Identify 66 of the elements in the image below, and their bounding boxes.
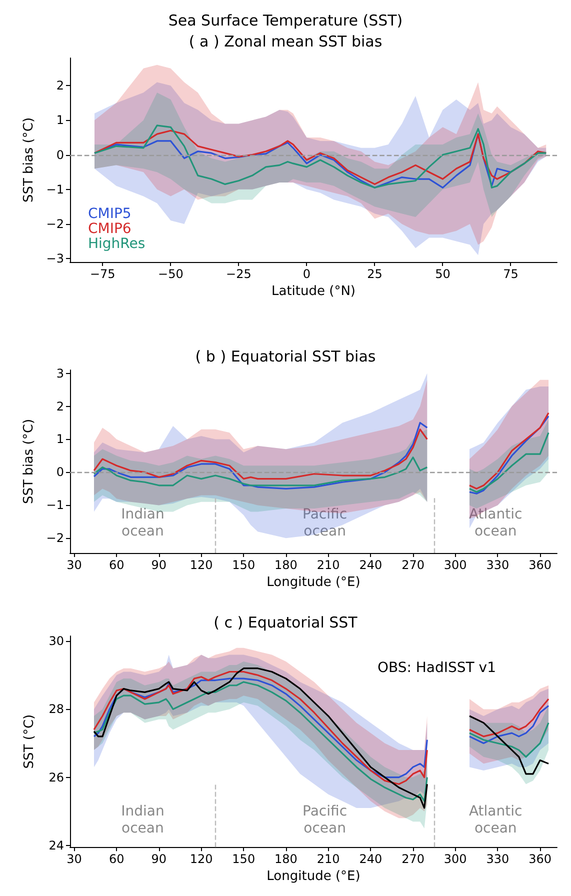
x-tick-label: 120 — [190, 558, 213, 572]
y-tick-label: 26 — [48, 770, 64, 784]
x-tick-label: 270 — [402, 852, 424, 866]
x-tick-label: −25 — [226, 267, 252, 281]
x-tick-label: 0 — [302, 267, 311, 281]
y-tick-label: −1 — [46, 182, 64, 196]
y-tick-label: 1 — [56, 113, 64, 128]
x-tick-label: 120 — [190, 852, 213, 866]
y-axis-title: SST (°C) — [22, 714, 37, 769]
x-tick-label: 180 — [274, 558, 298, 572]
x-tick-label: −75 — [90, 267, 116, 281]
x-tick-label: 210 — [316, 558, 340, 572]
x-tick-label: 60 — [108, 852, 124, 866]
text: CMIP6 — [88, 221, 132, 237]
x-tick-label: 150 — [232, 558, 256, 572]
x-tick-label: 90 — [151, 558, 167, 572]
annotation: Atlantic ocean — [468, 804, 522, 836]
text: CMIP5 — [88, 206, 132, 222]
y-tick-label: −1 — [46, 498, 64, 512]
x-tick-label: 60 — [108, 558, 124, 572]
x-tick-label: 240 — [359, 558, 382, 572]
y-tick-label: −2 — [46, 531, 64, 546]
annotation: Pacific ocean — [302, 506, 348, 540]
y-tick-label: 30 — [48, 634, 64, 648]
annotation: Pacific ocean — [302, 804, 348, 836]
x-tick-label: 300 — [444, 852, 467, 866]
x-tick-label: 270 — [402, 558, 424, 572]
x-tick-label: 360 — [528, 558, 552, 572]
y-tick-label: 2 — [56, 399, 64, 414]
y-tick-label: 0 — [56, 148, 64, 162]
y-tick-label: 28 — [48, 702, 64, 716]
x-tick-label: 300 — [444, 558, 467, 572]
y-tick-label: −3 — [46, 252, 64, 266]
x-tick-label: 210 — [316, 852, 340, 866]
text: OBS: HadISST v1 — [377, 660, 496, 676]
text: HighRes — [88, 236, 146, 252]
chart-title: ( b ) Equatorial SST bias — [195, 348, 376, 366]
x-tick-label: 75 — [503, 267, 518, 281]
y-tick-label: 24 — [48, 838, 64, 852]
x-tick-label: 330 — [486, 558, 510, 572]
y-axis-title: SST bias (°C) — [21, 117, 36, 203]
x-tick-label: 240 — [359, 852, 382, 866]
chart-title: Sea Surface Temperature (SST) — [168, 12, 403, 30]
y-tick-label: −2 — [46, 216, 64, 231]
x-tick-label: 30 — [66, 852, 82, 866]
x-tick-label: −50 — [158, 267, 184, 281]
annotation: Indian ocean — [121, 804, 164, 836]
x-tick-label: 180 — [274, 852, 298, 866]
annotation: Indian ocean — [121, 506, 164, 540]
x-tick-label: 25 — [367, 267, 382, 281]
x-tick-label: 30 — [66, 558, 82, 572]
y-tick-label: 0 — [56, 465, 64, 480]
y-tick-label: 3 — [56, 366, 64, 380]
y-tick-label: 2 — [56, 78, 64, 93]
x-tick-label: 360 — [528, 852, 552, 866]
chart-title: ( c ) Equatorial SST — [214, 614, 358, 632]
x-axis-title: Longitude (°E) — [266, 869, 360, 884]
y-axis-title: SST bias (°C) — [21, 418, 36, 504]
x-axis-title: Longitude (°E) — [266, 574, 360, 590]
x-tick-label: 50 — [435, 267, 450, 281]
x-tick-label: 90 — [151, 852, 167, 866]
x-tick-label: 330 — [486, 852, 510, 866]
x-axis-title: Latitude (°N) — [271, 284, 356, 299]
x-tick-label: 150 — [232, 852, 256, 866]
y-tick-label: 1 — [56, 432, 64, 446]
chart-subtitle: ( a ) Zonal mean SST bias — [188, 32, 382, 50]
